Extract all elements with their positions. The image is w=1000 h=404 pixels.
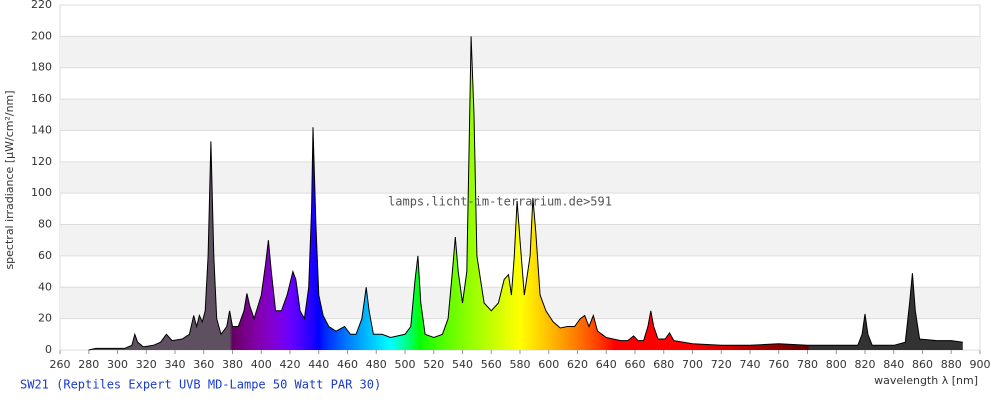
x-tick-label: 420 — [280, 358, 301, 371]
x-tick-label: 740 — [740, 358, 761, 371]
y-tick-label: 200 — [31, 29, 52, 42]
x-tick-label: 580 — [510, 358, 531, 371]
y-tick-label: 60 — [38, 249, 52, 262]
x-tick-label: 800 — [826, 358, 847, 371]
x-tick-label: 720 — [711, 358, 732, 371]
x-tick-label: 440 — [308, 358, 329, 371]
x-tick-label: 540 — [452, 358, 473, 371]
spectrum-line — [88, 36, 963, 351]
x-tick-label: 260 — [50, 358, 71, 371]
x-tick-label: 640 — [596, 358, 617, 371]
y-tick-label: 120 — [31, 155, 52, 168]
x-tick-label: 500 — [395, 358, 416, 371]
x-tick-label: 700 — [682, 358, 703, 371]
grid-band — [60, 36, 980, 68]
x-tick-label: 520 — [423, 358, 444, 371]
plot — [88, 36, 963, 351]
y-tick-label: 180 — [31, 61, 52, 74]
x-tick-label: 860 — [912, 358, 933, 371]
x-tick-label: 760 — [768, 358, 789, 371]
y-tick-label: 100 — [31, 186, 52, 199]
x-tick-label: 620 — [567, 358, 588, 371]
y-tick-label: 40 — [38, 280, 52, 293]
x-tick-label: 880 — [941, 358, 962, 371]
grid-band — [60, 99, 980, 131]
x-tick-label: 280 — [78, 358, 99, 371]
x-tick-label: 460 — [337, 358, 358, 371]
y-tick-label: 140 — [31, 123, 52, 136]
y-axis-label: spectral irradiance [µW/cm²/nm] — [3, 90, 16, 269]
x-tick-label: 660 — [625, 358, 646, 371]
y-tick-label: 160 — [31, 92, 52, 105]
y-tick-label: 220 — [31, 0, 52, 11]
x-tick-label: 680 — [653, 358, 674, 371]
x-tick-label: 560 — [481, 358, 502, 371]
x-tick-label: 400 — [251, 358, 272, 371]
x-tick-label: 380 — [222, 358, 243, 371]
x-tick-label: 340 — [165, 358, 186, 371]
x-tick-label: 300 — [107, 358, 128, 371]
x-tick-label: 780 — [797, 358, 818, 371]
x-tick-label: 600 — [538, 358, 559, 371]
x-axis-label: wavelength λ [nm] — [874, 374, 978, 387]
x-tick-label: 900 — [970, 358, 991, 371]
watermark: lamps.licht-im-terrarium.de>591 — [388, 195, 612, 209]
subtitle: SW21 (Reptiles Expert UVB MD-Lampe 50 Wa… — [20, 378, 381, 392]
y-tick-label: 20 — [38, 312, 52, 325]
x-tick-label: 320 — [136, 358, 157, 371]
x-tick-label: 840 — [883, 358, 904, 371]
x-tick-label: 360 — [193, 358, 214, 371]
y-tick-label: 0 — [45, 343, 52, 356]
y-tick-label: 80 — [38, 218, 52, 231]
x-tick-label: 820 — [855, 358, 876, 371]
x-tick-label: 480 — [366, 358, 387, 371]
grid-band — [60, 161, 980, 194]
